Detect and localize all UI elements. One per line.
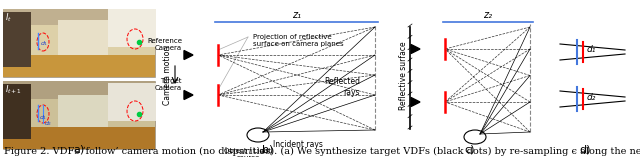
Polygon shape [411, 97, 420, 106]
Text: d₂: d₂ [587, 92, 596, 101]
Bar [3, 55, 155, 77]
Bar [108, 9, 156, 47]
Bar [58, 20, 108, 55]
Text: d₁: d₁ [587, 46, 596, 54]
Bar [3, 81, 155, 149]
Text: $d_1$: $d_1$ [40, 39, 49, 48]
Bar [3, 12, 31, 67]
Bar [3, 9, 155, 25]
Bar [3, 99, 155, 127]
Text: z₁: z₁ [292, 10, 301, 20]
Text: c): c) [465, 144, 476, 154]
Text: Projection of reflective
surface on camera planes: Projection of reflective surface on came… [253, 34, 344, 47]
Bar [108, 83, 156, 121]
Text: a): a) [74, 144, 84, 154]
Text: Reflective surface: Reflective surface [399, 41, 408, 110]
Text: Figure 2. VDFs ‘follow’ camera motion (no disparities). (a) We synthesize target: Figure 2. VDFs ‘follow’ camera motion (n… [4, 147, 640, 156]
Bar [3, 9, 155, 77]
Text: Target
Camera: Target Camera [155, 78, 182, 91]
Text: b): b) [262, 144, 273, 154]
Bar [58, 95, 108, 127]
Text: Camera motion: Camera motion [163, 45, 172, 105]
Polygon shape [184, 51, 193, 60]
Text: Object / Light
source: Object / Light source [225, 148, 271, 157]
Text: z₂: z₂ [483, 10, 493, 20]
Text: $I_t$: $I_t$ [5, 11, 12, 24]
Text: $d_1$: $d_1$ [39, 113, 47, 122]
Bar [3, 127, 155, 149]
Polygon shape [411, 44, 420, 54]
Bar [3, 81, 155, 99]
Polygon shape [184, 90, 193, 100]
Text: $d_2$: $d_2$ [44, 119, 52, 128]
Text: Reflected
rays: Reflected rays [324, 77, 360, 97]
Text: $I_{t+1}$: $I_{t+1}$ [5, 83, 22, 95]
Text: Reference
Camera: Reference Camera [147, 38, 182, 51]
Text: Incident rays: Incident rays [273, 140, 323, 149]
Bar [3, 25, 155, 55]
Bar [3, 84, 31, 139]
Text: d): d) [579, 144, 591, 154]
